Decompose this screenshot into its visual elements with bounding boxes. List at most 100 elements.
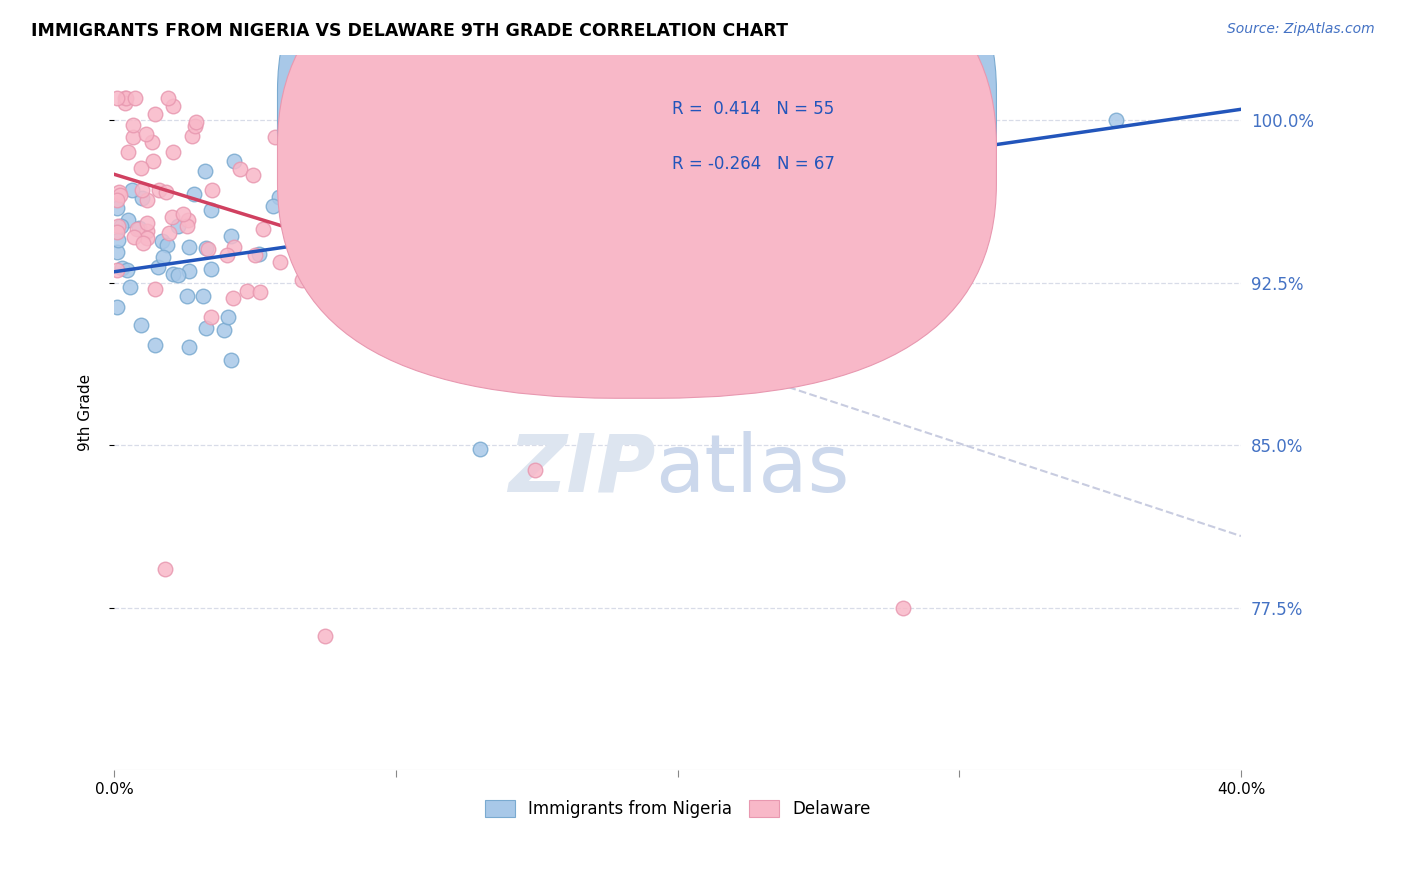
- Point: [176, 213, 198, 227]
- Point: [176, 289, 198, 303]
- Point: [117, 213, 139, 227]
- Point: [295, 252, 318, 266]
- Point: [135, 127, 157, 141]
- Point: [107, 233, 129, 247]
- Point: [194, 164, 217, 178]
- Point: [952, 70, 974, 84]
- Legend: Immigrants from Nigeria, Delaware: Immigrants from Nigeria, Delaware: [477, 791, 879, 826]
- Point: [156, 91, 179, 105]
- Point: [136, 230, 159, 244]
- Point: [488, 326, 510, 340]
- Point: [105, 194, 128, 208]
- Point: [129, 318, 152, 332]
- Point: [332, 291, 354, 305]
- Point: [115, 91, 138, 105]
- Point: [148, 260, 170, 274]
- Point: [167, 268, 190, 282]
- Point: [136, 224, 159, 238]
- Point: [228, 162, 250, 177]
- Point: [117, 145, 139, 160]
- Point: [141, 135, 163, 149]
- Point: [136, 193, 159, 207]
- Point: [157, 226, 180, 240]
- Point: [197, 242, 219, 256]
- Point: [513, 280, 536, 294]
- Point: [128, 221, 150, 235]
- Point: [285, 235, 308, 250]
- Point: [377, 209, 399, 223]
- Point: [166, 219, 188, 234]
- Point: [105, 244, 128, 259]
- Point: [114, 96, 136, 111]
- Point: [105, 91, 128, 105]
- Point: [291, 273, 314, 287]
- Point: [384, 319, 406, 334]
- Point: [105, 201, 128, 215]
- Text: R =  0.414   N = 55: R = 0.414 N = 55: [672, 100, 834, 118]
- Point: [162, 267, 184, 281]
- FancyBboxPatch shape: [277, 0, 997, 398]
- Point: [201, 183, 224, 197]
- Point: [122, 129, 145, 144]
- Point: [278, 186, 301, 200]
- Point: [1105, 113, 1128, 128]
- Point: [247, 247, 270, 261]
- Point: [387, 226, 409, 240]
- Point: [105, 300, 128, 314]
- Point: [332, 202, 354, 216]
- Point: [470, 442, 492, 457]
- Point: [143, 337, 166, 351]
- Point: [136, 216, 159, 230]
- Point: [172, 207, 194, 221]
- Point: [443, 239, 465, 253]
- Text: atlas: atlas: [655, 431, 849, 508]
- Point: [131, 191, 153, 205]
- Point: [184, 120, 207, 134]
- Point: [105, 263, 128, 277]
- Point: [153, 561, 176, 575]
- Point: [267, 190, 290, 204]
- Point: [127, 222, 149, 236]
- Point: [120, 280, 142, 294]
- Point: [110, 187, 132, 202]
- Point: [200, 262, 222, 277]
- Point: [162, 145, 184, 159]
- Point: [148, 183, 170, 197]
- Point: [262, 199, 284, 213]
- FancyBboxPatch shape: [277, 0, 997, 344]
- Text: ZIP: ZIP: [508, 431, 655, 508]
- Point: [143, 107, 166, 121]
- Point: [464, 252, 486, 267]
- Point: [131, 183, 153, 197]
- Text: R = -0.264   N = 67: R = -0.264 N = 67: [672, 155, 835, 173]
- Point: [179, 240, 201, 254]
- Point: [160, 210, 183, 224]
- Point: [132, 235, 155, 250]
- Point: [107, 225, 129, 239]
- Point: [217, 310, 239, 325]
- Point: [464, 182, 486, 196]
- Point: [152, 250, 174, 264]
- Point: [891, 600, 914, 615]
- Point: [156, 238, 179, 252]
- Point: [181, 128, 204, 143]
- Point: [114, 91, 136, 105]
- Point: [200, 203, 222, 218]
- Point: [236, 284, 259, 298]
- Point: [664, 164, 686, 178]
- Point: [800, 127, 823, 141]
- Point: [150, 234, 173, 248]
- Point: [191, 289, 214, 303]
- Point: [457, 289, 479, 303]
- Point: [224, 154, 246, 169]
- Point: [124, 91, 146, 105]
- Point: [269, 254, 291, 268]
- Point: [219, 352, 242, 367]
- Point: [492, 224, 515, 238]
- Point: [219, 229, 242, 244]
- Point: [249, 285, 271, 299]
- Point: [243, 247, 266, 261]
- Point: [263, 130, 285, 145]
- Point: [107, 219, 129, 234]
- Point: [131, 161, 153, 175]
